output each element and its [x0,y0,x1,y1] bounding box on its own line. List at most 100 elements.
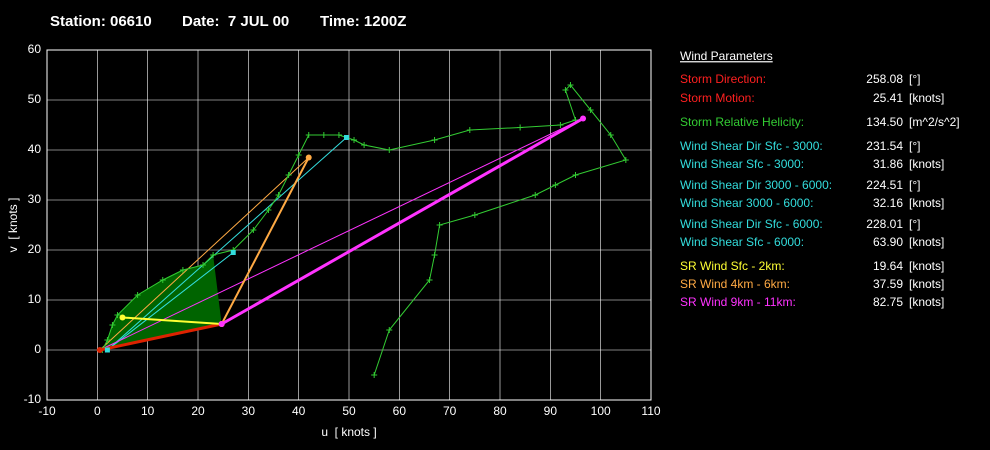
param-value: 63.90 [873,235,903,249]
param-label: Storm Relative Helicity: [680,115,804,129]
point-marker [532,192,539,198]
point-marker [431,137,438,143]
params-title: Wind Parameters [680,49,773,63]
point-marker [104,347,110,353]
point-marker [552,182,559,188]
point-marker [587,107,594,113]
point-marker [371,372,378,378]
x-tick-label: 0 [94,404,101,418]
x-tick-label: 60 [393,404,407,418]
helicity-area [102,255,222,350]
point-marker [96,347,103,353]
param-label: SR Wind 4km - 6km: [680,277,790,291]
plot-marks [96,82,629,378]
point-marker [580,115,587,122]
x-tick-label: 70 [443,404,457,418]
wind-line [99,322,222,352]
point-marker [335,132,342,138]
point-marker [134,292,141,298]
point-marker [351,137,358,143]
param-value: 19.64 [873,259,903,273]
param-unit: [knots] [909,259,944,273]
y-tick-label: 50 [28,92,42,106]
x-tick-label: 80 [493,404,507,418]
y-tick-label: 10 [28,292,42,306]
param-unit: [°] [909,72,920,86]
param-value: 231.54 [866,139,903,153]
point-marker [562,87,569,93]
param-value: 37.59 [873,277,903,291]
wind-line [107,252,234,351]
param-unit: [knots] [909,277,944,291]
param-unit: [°] [909,139,920,153]
point-marker [517,124,524,131]
y-tick-label: 0 [34,342,41,356]
point-marker [109,322,116,328]
point-marker [386,327,393,333]
param-unit: [°] [909,217,920,231]
point-marker [200,262,207,268]
point-marker [320,132,327,138]
point-marker [466,127,473,133]
y-tick-label: 20 [28,242,42,256]
y-tick-label: -10 [24,392,42,406]
point-marker [179,267,186,273]
y-tick-label: 40 [28,142,42,156]
param-unit: [knots] [909,196,944,210]
param-value: 258.08 [866,72,903,86]
point-marker [305,132,312,138]
point-marker [607,132,614,138]
param-value: 31.86 [873,157,903,171]
param-label: Storm Direction: [680,72,766,86]
param-unit: [knots] [909,91,944,105]
param-label: SR Wind 9km - 11km: [680,295,796,309]
point-marker [265,207,272,213]
point-marker [295,152,302,158]
param-unit: [m^2/s^2] [909,115,960,129]
point-marker [114,312,121,318]
point-marker [436,222,443,228]
param-unit: [knots] [909,295,944,309]
param-unit: [°] [909,178,920,192]
point-marker [250,227,257,233]
wind-line [220,117,584,326]
wind-line [122,316,222,325]
x-tick-label: -10 [38,404,56,418]
x-tick-label: 90 [544,404,558,418]
wind-line [99,118,584,351]
param-unit: [knots] [909,157,944,171]
point-marker [426,277,433,283]
x-tick-label: 110 [641,404,660,418]
y-tick-label: 60 [28,42,42,56]
point-marker [230,250,236,255]
param-label: Wind Shear Dir Sfc - 3000: [680,139,823,153]
wind-line [101,84,627,376]
point-marker [361,142,368,148]
param-label: Storm Motion: [680,91,755,105]
point-marker [119,314,126,321]
param-unit: [knots] [909,235,944,249]
param-value: 32.16 [873,196,903,210]
point-marker [567,82,574,88]
wind-line [220,157,310,325]
point-marker [431,252,438,258]
param-label: SR Wind Sfc - 2km: [680,259,785,273]
point-marker [557,122,564,128]
point-marker [275,192,282,198]
y-tick-label: 30 [28,192,42,206]
param-value: 224.51 [866,178,903,192]
param-label: Wind Shear Sfc - 3000: [680,157,804,171]
param-label: Wind Shear Sfc - 6000: [680,235,804,249]
point-marker [210,252,217,258]
point-marker [305,154,312,161]
y-axis-label: v [ knots ] [6,198,20,253]
param-label: Wind Shear 3000 - 6000: [680,196,813,210]
point-marker [386,147,393,153]
point-marker [572,172,579,178]
param-label: Wind Shear Dir Sfc - 6000: [680,217,823,231]
x-tick-label: 100 [591,404,611,418]
point-marker [471,212,478,218]
x-tick-label: 50 [342,404,356,418]
